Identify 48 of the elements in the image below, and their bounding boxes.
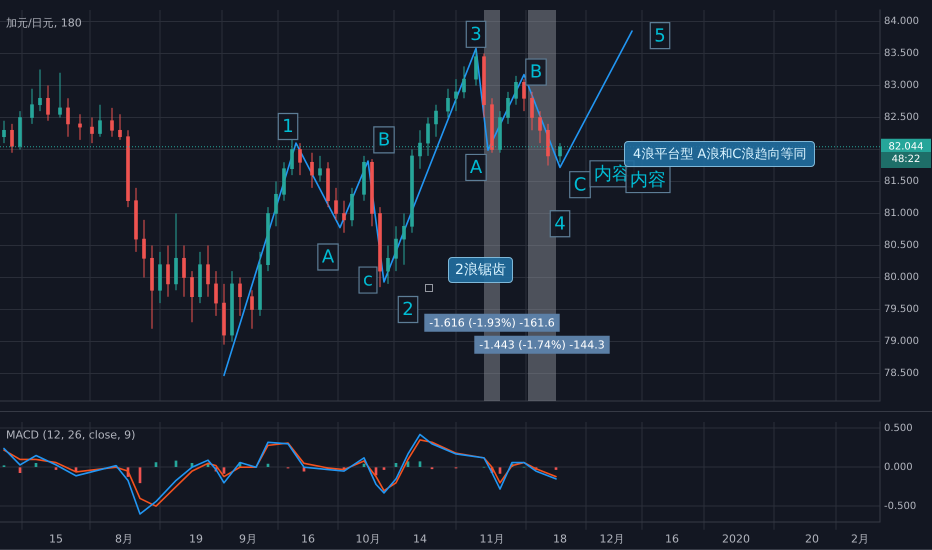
annotation: 1 xyxy=(282,116,294,138)
x-tick-label: 2020 xyxy=(722,532,750,546)
y-tick-label: 84.000 xyxy=(884,16,919,28)
annotation: 2浪锯齿 xyxy=(448,257,513,283)
band-label: -1.616 (-1.93%) -161.6 xyxy=(429,316,555,330)
y-tick-label: 79.500 xyxy=(884,304,919,316)
y-tick-label: 0.500 xyxy=(884,422,913,434)
x-tick-label: 8月 xyxy=(115,532,133,546)
text: 加元/日元, 180 xyxy=(6,16,82,30)
annotation: 5 xyxy=(654,25,666,46)
y-tick-label: 79.000 xyxy=(884,336,919,348)
y-tick-label: -0.500 xyxy=(884,500,916,512)
annotation: A xyxy=(470,157,483,178)
x-tick-label: 16 xyxy=(665,532,679,546)
x-tick-label: 18 xyxy=(553,532,567,546)
y-tick-label: 80.000 xyxy=(884,272,919,284)
x-tick-label: 19 xyxy=(189,532,203,546)
x-tick-label: 11月 xyxy=(480,532,504,546)
x-tick-label: 12月 xyxy=(600,532,624,546)
x-tick-label: 15 xyxy=(49,532,63,546)
annotation: 4 xyxy=(554,213,566,234)
annotation: A xyxy=(322,246,335,268)
band-label: -1.443 (-1.74%) -144.3 xyxy=(479,338,605,352)
y-tick-label: 82.500 xyxy=(884,112,919,124)
x-tick-label: 2月 xyxy=(851,532,869,546)
annotation: C xyxy=(574,174,586,196)
y-tick-label: 0.000 xyxy=(884,462,913,473)
x-tick-label: 9月 xyxy=(239,532,257,546)
y-tick-label: 81.500 xyxy=(884,176,919,188)
annotation: B xyxy=(530,62,542,83)
text: 48:22 xyxy=(881,152,931,168)
y-tick-label: 78.500 xyxy=(884,368,919,380)
x-tick-label: 20 xyxy=(805,532,819,546)
annotation: 2 xyxy=(402,299,414,320)
y-tick-label: 83.500 xyxy=(884,48,919,60)
x-tick-label: 16 xyxy=(301,532,315,546)
x-tick-label: 10月 xyxy=(356,532,380,546)
y-tick-label: 81.000 xyxy=(884,208,919,220)
x-tick-label: 14 xyxy=(413,532,427,546)
y-tick-label: 80.500 xyxy=(884,240,919,252)
annotation: c xyxy=(363,270,373,291)
text: MACD (12, 26, close, 9) xyxy=(6,428,136,442)
ref-line-label: 82.044 xyxy=(888,141,924,152)
annotation: 3 xyxy=(470,24,482,45)
y-tick-label: 83.000 xyxy=(884,80,919,92)
annotation: 4浪平台型 A浪和C浪趋向等同 xyxy=(633,147,806,162)
annotation: 内容 xyxy=(630,169,666,190)
annotation: B xyxy=(378,130,390,151)
